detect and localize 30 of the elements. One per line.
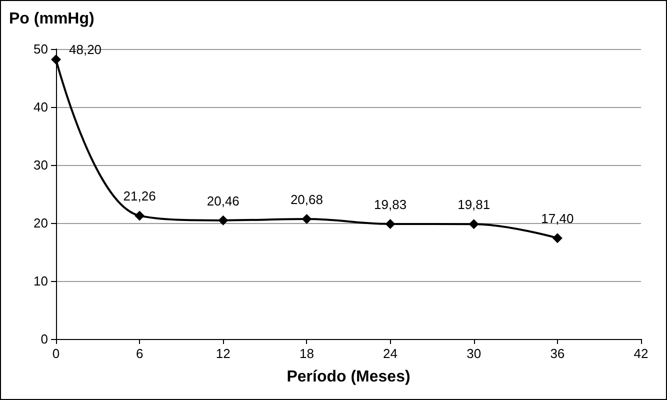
data-label: 20,46 (206, 193, 240, 208)
y-axis-title: Po (mmHg) (9, 10, 94, 28)
x-tick-label: 30 (466, 346, 482, 361)
x-tick-label: 42 (634, 346, 648, 361)
point (552, 233, 562, 244)
y-tick-label: 10 (34, 274, 48, 288)
data-label: 48,20 (69, 42, 102, 57)
data-label: 19,81 (458, 197, 490, 212)
y-tick-label: 0 (40, 332, 48, 346)
x-tick-label: 24 (383, 346, 398, 361)
x-tick-label: 36 (550, 346, 565, 361)
x-tick-label: 0 (52, 346, 60, 361)
x-tick-label: 12 (216, 346, 230, 361)
y-tick-label: 40 (34, 100, 48, 114)
y-tick-label: 30 (34, 158, 48, 172)
data-label: 21,26 (123, 188, 156, 204)
point (385, 218, 396, 229)
x-tick-label: 18 (299, 346, 314, 361)
point (302, 214, 312, 224)
point (134, 210, 145, 221)
point (51, 54, 61, 64)
y-tick-label: 50 (34, 42, 48, 56)
data-label: 17,40 (541, 211, 574, 226)
y-tick-label: 20 (34, 216, 48, 230)
x-axis-title: Período (Meses) (286, 368, 410, 386)
data-label: 19,83 (374, 196, 407, 212)
point (218, 215, 228, 226)
data-label: 20,68 (290, 192, 323, 208)
point (468, 219, 479, 230)
x-tick-label: 6 (136, 346, 144, 361)
